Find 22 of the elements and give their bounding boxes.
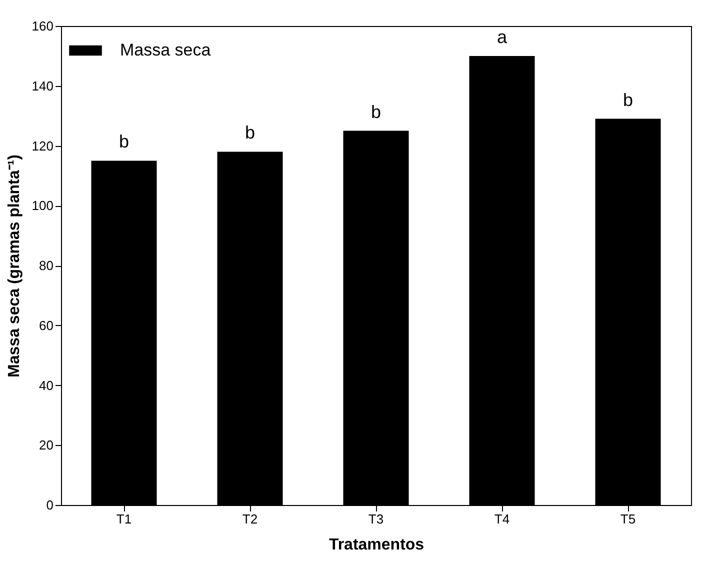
y-tick-label: 60 [39, 318, 54, 333]
x-tick-label: T2 [242, 512, 258, 526]
y-tick-label: 120 [32, 138, 54, 154]
annotation: b [622, 90, 634, 110]
y-tick-label: 20 [39, 438, 54, 453]
y-axis-title: Massa seca (gramas planta⁻¹) [6, 154, 23, 378]
x-tick-label: T5 [620, 512, 636, 526]
x-tick-label: T4 [494, 512, 510, 526]
y-tick-label: 100 [32, 198, 54, 214]
y-tick-label: 140 [32, 78, 54, 94]
y-tick-label: 80 [39, 258, 54, 273]
annotation: b [370, 102, 382, 122]
y-tick-label: 160 [32, 18, 54, 34]
x-tick-label: T3 [368, 512, 384, 526]
y-tick-label: 40 [39, 378, 54, 393]
x-axis-title: Tratamentos [328, 536, 424, 554]
y-tick-label: 0 [46, 498, 54, 512]
annotation: a [496, 26, 508, 47]
legend-label: Massa seca [120, 40, 212, 60]
annotation: b [118, 132, 130, 152]
x-tick-label: T1 [116, 512, 132, 526]
annotation: b [244, 122, 256, 143]
